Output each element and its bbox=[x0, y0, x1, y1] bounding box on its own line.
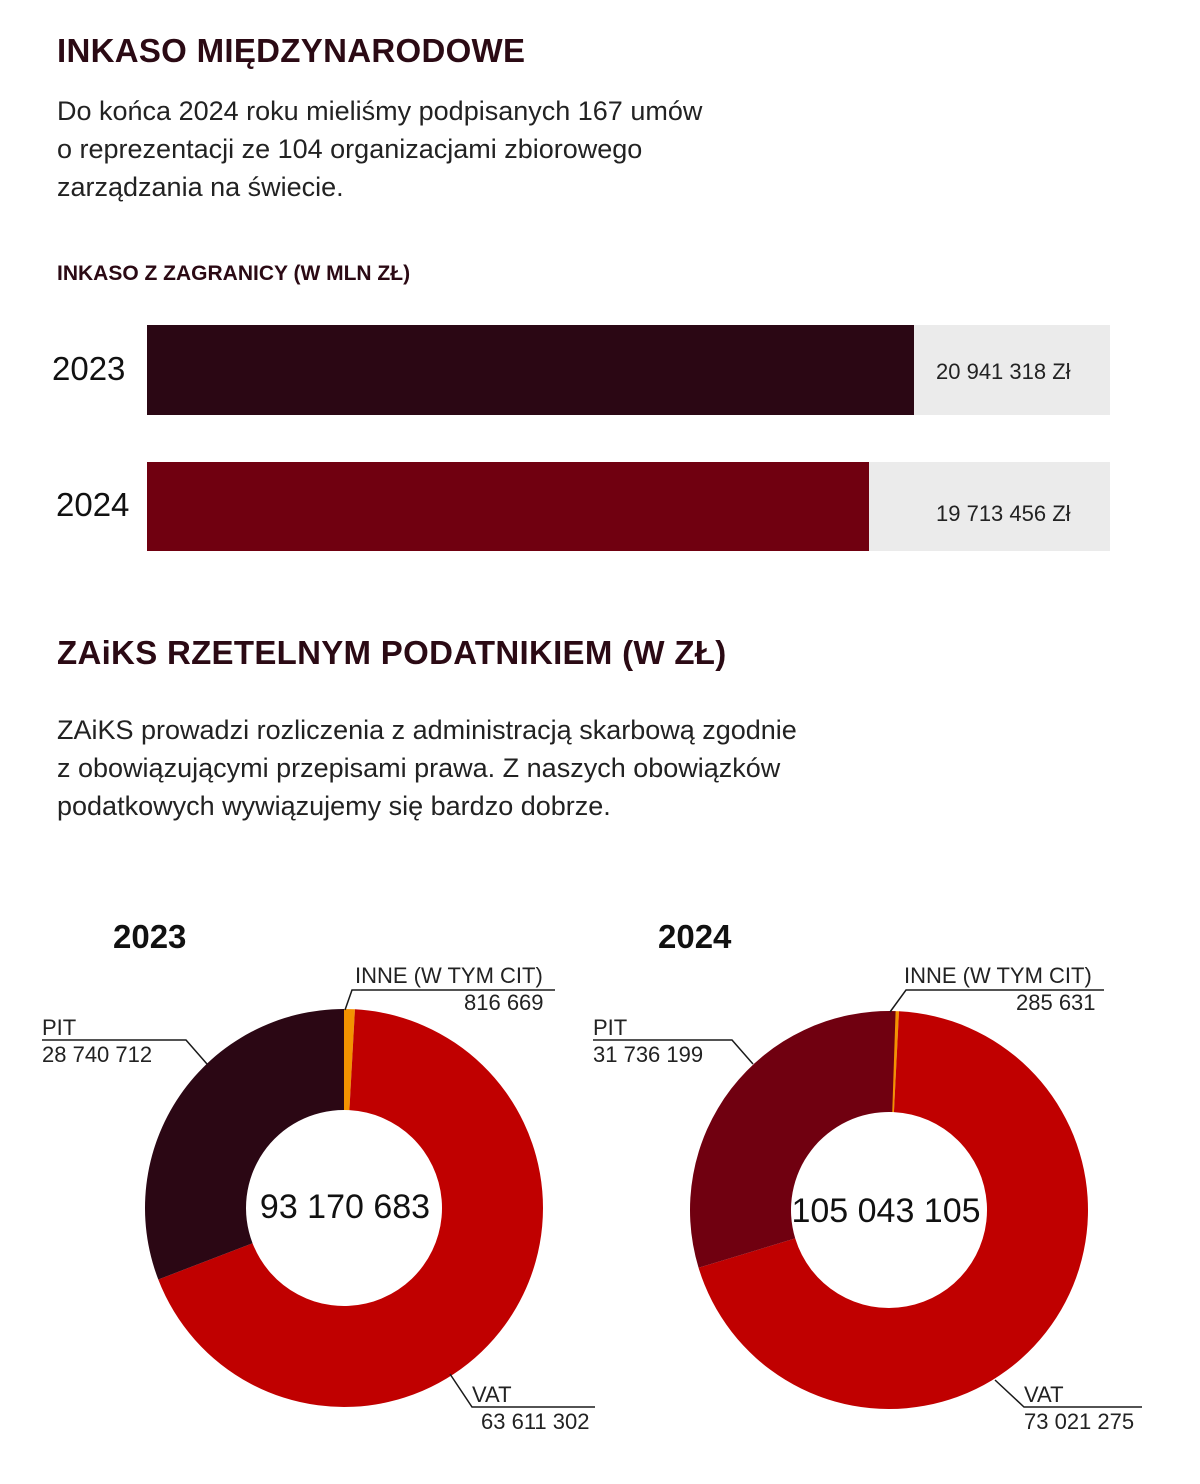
bar-category-label: 2023 bbox=[52, 350, 126, 387]
section-title-international: INKASO MIĘDZYNARODOWE bbox=[57, 32, 526, 69]
paragraph-line: podatkowych wywiązujemy się bardzo dobrz… bbox=[57, 791, 611, 821]
leader-line bbox=[344, 989, 555, 1011]
bar-chart-title: INKASO Z ZAGRANICY (W MLN ZŁ) bbox=[57, 262, 411, 285]
leader-line bbox=[994, 1379, 1142, 1408]
slice-value-vat: 63 611 302 bbox=[481, 1409, 590, 1434]
section-title-taxes: ZAiKS RZETELNYM PODATNIKIEM (W ZŁ) bbox=[57, 634, 727, 671]
slice-value-pit: 31 736 199 bbox=[593, 1042, 704, 1067]
slice-label-vat: VAT bbox=[1024, 1382, 1064, 1407]
section-paragraph-international: Do końca 2024 roku mieliśmy podpisanych … bbox=[57, 92, 702, 206]
leader-line bbox=[593, 1039, 754, 1065]
donut-year-label: 2024 bbox=[658, 918, 732, 955]
section-paragraph-taxes: ZAiKS prowadzi rozliczenia z administrac… bbox=[57, 711, 797, 825]
donut-total: 105 043 105 bbox=[791, 1192, 981, 1230]
paragraph-line: z obowiązującymi przepisami prawa. Z nas… bbox=[57, 753, 781, 783]
slice-value-vat: 73 021 275 bbox=[1024, 1409, 1135, 1434]
bar-category-label: 2024 bbox=[56, 486, 130, 523]
bar-value-label: 20 941 318 Zł bbox=[936, 359, 1071, 384]
slice-label-vat: VAT bbox=[472, 1382, 512, 1407]
bar-value-label: 19 713 456 Zł bbox=[936, 501, 1071, 526]
paragraph-line: Do końca 2024 roku mieliśmy podpisanych … bbox=[57, 96, 703, 126]
bar-track bbox=[147, 462, 1110, 551]
donut-total: 93 170 683 bbox=[259, 1188, 431, 1226]
paragraph-line: o reprezentacji ze 104 organizacjami zbi… bbox=[57, 134, 643, 164]
donut-slice-vat bbox=[698, 1011, 1089, 1409]
leader-line bbox=[889, 989, 1104, 1013]
paragraph-line: zarządzania na świecie. bbox=[57, 172, 344, 202]
slice-label-other: INNE (W TYM CIT) bbox=[355, 963, 543, 988]
bar-2023 bbox=[147, 325, 914, 415]
slice-value-other: 816 669 bbox=[464, 990, 544, 1015]
slice-value-other: 285 631 bbox=[1016, 990, 1096, 1015]
donut-slice-inne bbox=[344, 1009, 355, 1111]
donut-year-label: 2023 bbox=[113, 918, 187, 955]
slice-value-pit: 28 740 712 bbox=[42, 1042, 153, 1067]
paragraph-line: ZAiKS prowadzi rozliczenia z administrac… bbox=[57, 715, 797, 745]
slice-label-pit: PIT bbox=[42, 1015, 77, 1040]
leader-line bbox=[449, 1373, 595, 1408]
bar-track bbox=[147, 325, 1110, 415]
donut-slice-pit bbox=[690, 1010, 896, 1268]
leader-line bbox=[42, 1039, 208, 1065]
slice-label-pit: PIT bbox=[593, 1015, 628, 1040]
donut-slice-pit bbox=[144, 1009, 344, 1280]
donut-slice-vat bbox=[158, 1009, 543, 1407]
slice-label-other: INNE (W TYM CIT) bbox=[904, 963, 1092, 988]
bar-2024 bbox=[147, 462, 869, 551]
